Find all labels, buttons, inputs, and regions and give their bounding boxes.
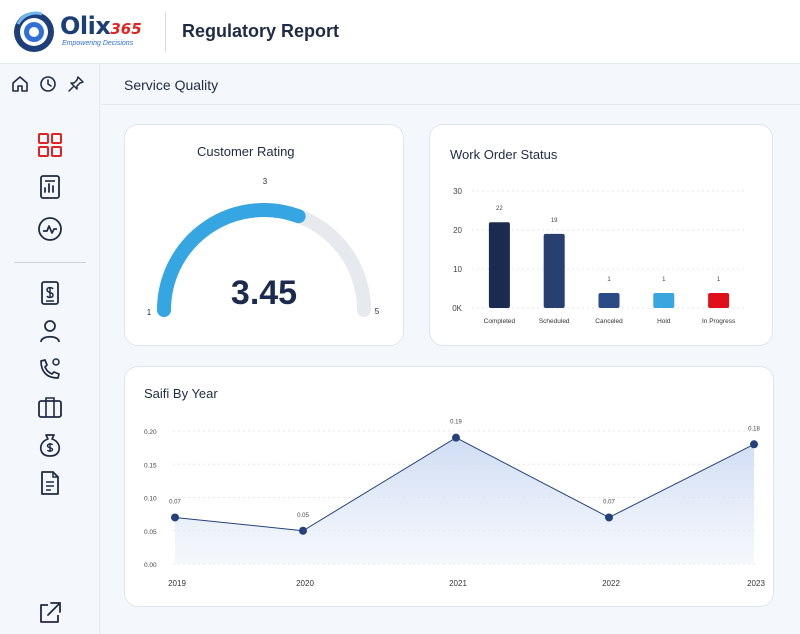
line-y-tick-label: 0.00 <box>144 562 157 569</box>
bar-completed <box>488 222 510 308</box>
bar-value-label: 1 <box>607 277 611 283</box>
work-order-status-card: Work Order Status 0K 10 20 30 22 Completed 19 S… <box>429 124 773 346</box>
bar-category-label: Hold <box>657 318 671 325</box>
customer-rating-title: Customer Rating <box>197 144 295 159</box>
bar-value-label: 19 <box>551 218 558 224</box>
logo-wordmark: Olix365 <box>60 12 142 40</box>
page-title: Regulatory Report <box>182 21 340 41</box>
sidebar-quick-actions <box>0 74 100 96</box>
logo-tagline: Empowering Decisions <box>62 40 134 47</box>
saifi-by-year-card: Saifi By Year 0.00 0.05 0.10 0.15 0.20 0.07 20… <box>124 366 774 607</box>
dashboard-grid-icon[interactable] <box>37 132 63 158</box>
saifi-area <box>175 437 754 564</box>
saifi-point-2019 <box>171 513 179 522</box>
gauge-value: 3.45 <box>231 274 297 312</box>
saifi-point-label: 0.05 <box>297 513 309 519</box>
bar-canceled <box>598 293 620 308</box>
bar-y-tick-label: 10 <box>453 265 462 274</box>
bar-value-label: 1 <box>662 277 666 283</box>
saifi-x-tick-label: 2022 <box>602 579 620 588</box>
bar-y-tick-label: 20 <box>453 226 462 235</box>
gauge-max-label: 5 <box>375 307 380 316</box>
line-y-tick-label: 0.20 <box>144 429 157 436</box>
user-icon[interactable] <box>37 318 63 344</box>
topbar-divider <box>165 12 166 52</box>
work-order-bar-chart: 0K 10 20 30 22 Completed 19 Scheduled 1 Canceled 1… <box>452 187 746 325</box>
invoice-icon[interactable] <box>37 280 63 306</box>
sidebar <box>0 64 100 634</box>
bar-y-tick-label: 30 <box>453 187 462 196</box>
saifi-point-label: 0.18 <box>748 426 760 432</box>
saifi-point-label: 0.07 <box>169 499 181 505</box>
bar-category-label: Completed <box>484 318 516 325</box>
saifi-point-label: 0.19 <box>450 420 462 426</box>
saifi-point-2021 <box>452 433 460 442</box>
customer-rating-gauge: 3 1 5 3.45 <box>147 177 380 317</box>
saifi-x-tick-label: 2020 <box>296 579 314 588</box>
bar-hold <box>653 293 675 308</box>
report-icon[interactable] <box>37 174 63 200</box>
bar-scheduled <box>543 233 565 308</box>
sidebar-separator <box>14 262 86 263</box>
line-y-tick-label: 0.10 <box>144 496 157 503</box>
section-header: Service Quality <box>101 65 800 105</box>
saifi-title: Saifi By Year <box>144 386 218 401</box>
saifi-point-2022 <box>605 513 613 522</box>
saifi-line-chart: 0.00 0.05 0.10 0.15 0.20 0.07 2019 0.05 2020 0.19… <box>144 420 765 588</box>
saifi-point-2023 <box>750 440 758 449</box>
olix365-logo[interactable]: Olix365 Empowering Decisions <box>12 8 152 56</box>
bar-value-label: 1 <box>717 277 721 283</box>
work-order-title: Work Order Status <box>450 147 558 162</box>
gauge-min-label: 1 <box>147 308 152 317</box>
gauge-fill <box>157 203 306 317</box>
saifi-point-label: 0.07 <box>603 499 615 505</box>
bar-y-tick-label: 0K <box>452 304 462 313</box>
line-y-tick-label: 0.15 <box>144 462 157 469</box>
gauge-mark-label: 3 <box>263 177 268 186</box>
bar-in-progress <box>708 293 730 308</box>
bar-value-label: 22 <box>496 206 503 212</box>
saifi-x-tick-label: 2021 <box>449 579 467 588</box>
saifi-x-tick-label: 2023 <box>747 579 765 588</box>
bar-category-label: Canceled <box>595 318 623 325</box>
bar-category-label: In Progress <box>702 318 736 325</box>
top-bar: Olix365 Empowering Decisions Regulatory … <box>0 0 800 64</box>
saifi-point-2020 <box>299 526 307 535</box>
saifi-x-tick-label: 2019 <box>168 579 186 588</box>
briefcase-icon[interactable] <box>37 394 63 420</box>
history-icon[interactable] <box>38 74 58 94</box>
document-icon[interactable] <box>37 470 63 496</box>
customer-rating-card: Customer Rating 3 1 5 3.45 <box>124 124 404 346</box>
pin-icon[interactable] <box>66 74 86 94</box>
section-title: Service Quality <box>124 77 219 93</box>
logo-mark-icon <box>14 11 54 52</box>
activity-icon[interactable] <box>37 216 63 242</box>
line-y-tick-label: 0.05 <box>144 529 157 536</box>
external-link-icon[interactable] <box>37 600 63 626</box>
phone-contact-icon[interactable] <box>37 356 63 382</box>
bar-category-label: Scheduled <box>539 318 570 325</box>
money-bag-icon[interactable] <box>37 432 63 458</box>
home-icon[interactable] <box>10 74 30 94</box>
